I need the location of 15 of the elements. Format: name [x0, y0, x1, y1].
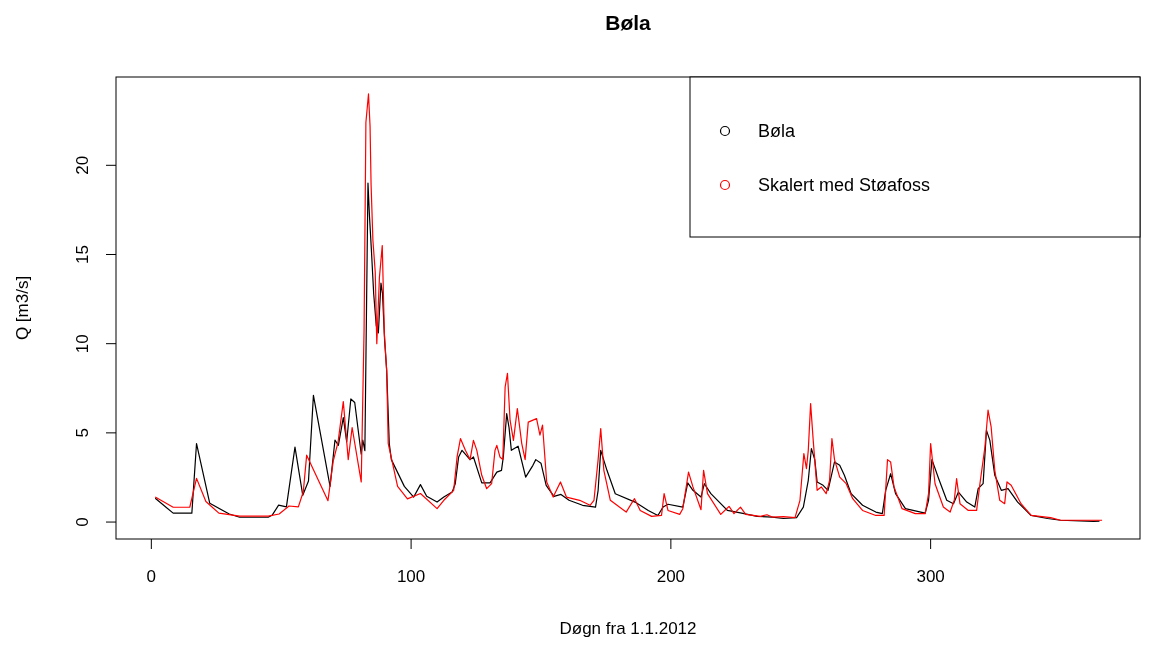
x-tick-label: 300 — [916, 567, 945, 586]
legend-label: Skalert med Støafoss — [758, 175, 931, 196]
y-tick-label: 15 — [73, 245, 92, 264]
y-tick-label: 0 — [73, 517, 92, 527]
y-tick-label: 5 — [73, 428, 92, 438]
legend-label: Bøla — [758, 121, 796, 142]
y-tick-label: 10 — [73, 334, 92, 354]
chart-title: Bøla — [605, 11, 652, 34]
x-tick-label: 0 — [146, 567, 157, 586]
x-tick-label: 100 — [396, 567, 426, 586]
line-series — [154, 93, 1103, 521]
x-axis-title: Døgn fra 1.1.2012 — [559, 619, 697, 638]
x-tick-label: 200 — [656, 567, 686, 586]
y-tick-label: 20 — [73, 155, 92, 175]
y-axis-title: Q [m3/s] — [13, 275, 32, 341]
